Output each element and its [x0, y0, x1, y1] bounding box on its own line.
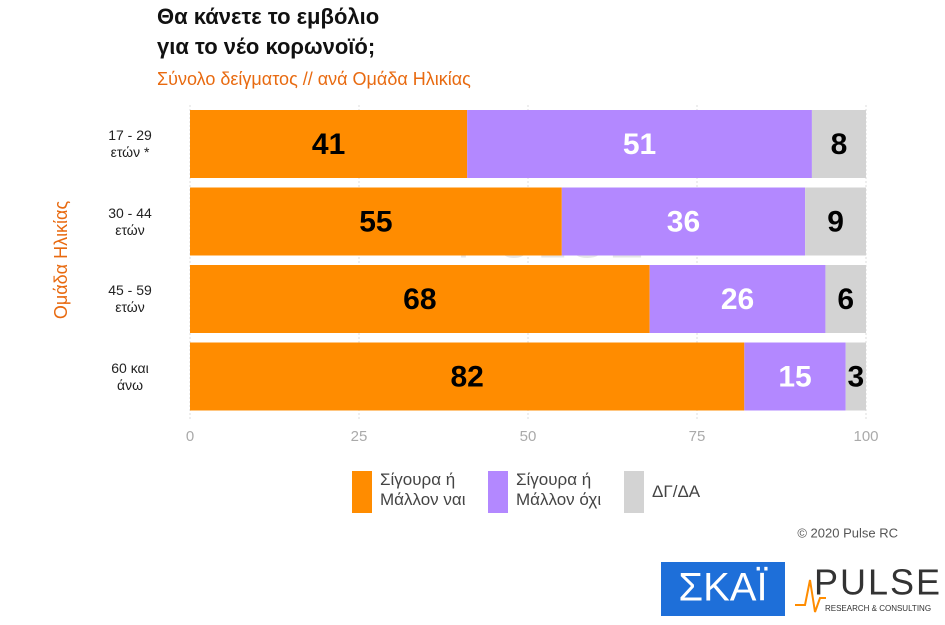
data-label: 15	[778, 360, 811, 393]
legend-label: Σίγουρα ή Μάλλον όχι	[516, 470, 602, 509]
bar-segment	[190, 265, 650, 333]
data-label: 36	[667, 205, 700, 238]
chart-title: Θα κάνετε το εμβόλιο	[157, 4, 379, 29]
bar-segment	[561, 187, 806, 256]
bar-segment	[744, 342, 846, 411]
pulse-logo-text: PULSE	[814, 562, 942, 603]
legend-swatch	[352, 471, 372, 513]
legend-swatch	[488, 471, 508, 513]
x-tick-label: 50	[520, 428, 537, 445]
pulse-logo-icon	[795, 579, 826, 613]
data-label: 82	[450, 360, 483, 393]
bar-segment	[845, 342, 866, 411]
x-tick-label: 75	[689, 428, 706, 445]
bar-segment	[649, 265, 826, 333]
legend-label: Σίγουρα ή Μάλλον ναι	[380, 470, 466, 509]
data-label: 26	[721, 283, 754, 316]
bar-segment	[190, 110, 468, 178]
bar-segment	[467, 110, 812, 178]
legend-swatch	[624, 471, 644, 513]
data-label: 3	[848, 360, 865, 393]
bar-segment	[805, 187, 866, 256]
data-label: 55	[359, 205, 392, 238]
chart-title: για το νέο κορωνοϊό;	[157, 34, 375, 59]
y-tick-label: 30 - 44 ετών	[108, 204, 152, 238]
data-label: 68	[403, 283, 436, 316]
bar-segment	[190, 187, 562, 256]
y-tick-label: 45 - 59 ετών	[108, 282, 152, 315]
data-label: 41	[312, 128, 345, 161]
copyright: © 2020 Pulse RC	[797, 525, 898, 540]
y-axis-title: Ομάδα Ηλικίας	[51, 201, 71, 320]
bar-segment	[811, 110, 866, 178]
chart-subtitle: Σύνολο δείγματος // ανά Ομάδα Ηλικίας	[157, 69, 471, 89]
y-tick-label: 17 - 29 ετών *	[108, 127, 152, 160]
data-label: 51	[623, 128, 656, 161]
bar-segment	[190, 342, 745, 411]
x-tick-label: 100	[853, 428, 878, 445]
skai-logo-text: ΣΚΑΪ	[678, 566, 768, 610]
x-tick-label: 0	[186, 428, 194, 445]
bar-segment	[825, 265, 866, 333]
data-label: 9	[827, 205, 844, 238]
y-tick-label: 60 και άνω	[111, 359, 149, 393]
x-tick-label: 25	[351, 428, 368, 445]
skai-logo	[661, 562, 785, 616]
legend-label: ΔΓ/ΔΑ	[652, 482, 701, 501]
data-label: 8	[831, 128, 848, 161]
pulse-logo-sub: RESEARCH & CONSULTING	[825, 604, 931, 613]
data-label: 6	[837, 283, 854, 316]
